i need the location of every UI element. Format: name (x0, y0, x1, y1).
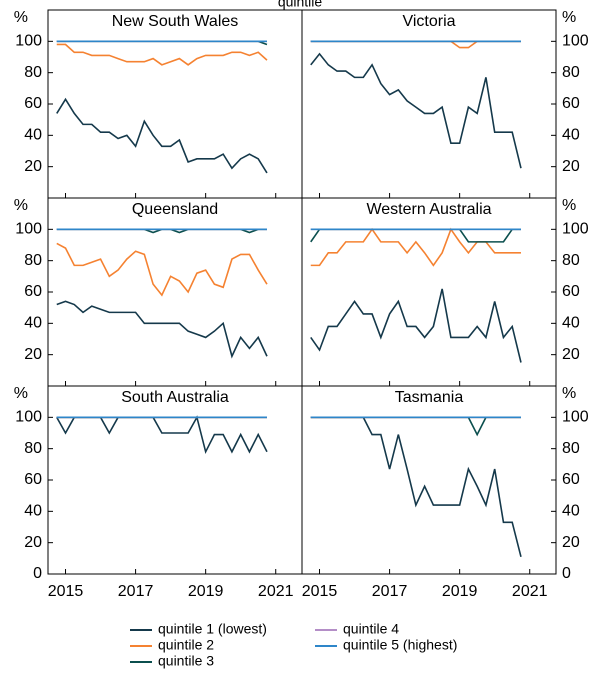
y-tick-label: 80 (562, 440, 580, 457)
x-tick-label: 2021 (512, 583, 548, 600)
y-tick-label: 40 (24, 315, 42, 332)
y-tick-label: 40 (24, 503, 42, 520)
legend-label: quintile 1 (lowest) (158, 621, 267, 637)
y-tick-label: 20 (562, 534, 580, 551)
series-line (56, 300, 268, 359)
y-tick-label: 20 (24, 158, 42, 175)
y-tick-label: 60 (562, 283, 580, 300)
panel-title: Western Australia (366, 201, 491, 218)
series-line (310, 52, 522, 169)
y-tick-label: 60 (562, 95, 580, 112)
y-tick-label: 0 (562, 565, 571, 582)
y-tick-label: 100 (15, 221, 42, 238)
legend-label: quintile 3 (158, 653, 214, 669)
y-tick-label: 40 (562, 127, 580, 144)
series-line (56, 242, 268, 297)
series-line (310, 228, 521, 243)
y-tick-label: 20 (24, 534, 42, 551)
panel-frame (47, 197, 303, 387)
y-tick-label: 80 (24, 252, 42, 269)
x-tick-label: 2017 (118, 583, 154, 600)
y-tick-label: 60 (24, 471, 42, 488)
x-tick-label: 2021 (258, 583, 294, 600)
panel-title: Queensland (132, 201, 218, 218)
y-tick-label: 40 (562, 315, 580, 332)
panel-title: New South Wales (112, 13, 239, 30)
panel-frame (301, 9, 557, 199)
y-axis-label: % (14, 9, 28, 26)
panel-title: Victoria (402, 13, 455, 30)
y-tick-label: 100 (562, 33, 589, 50)
series-line (310, 416, 521, 437)
panel-title: Tasmania (395, 389, 464, 406)
x-tick-label: 2017 (372, 583, 408, 600)
y-tick-label: 40 (562, 503, 580, 520)
y-tick-label: 100 (562, 221, 589, 238)
series-line (56, 43, 268, 66)
panel-frame (47, 9, 303, 199)
y-axis-label: % (14, 385, 28, 402)
y-tick-label: 60 (24, 283, 42, 300)
y-tick-label: 100 (562, 409, 589, 426)
series-line (310, 227, 521, 267)
series-line (310, 288, 522, 363)
panel-title: South Australia (121, 389, 229, 406)
y-tick-label: 20 (562, 346, 580, 363)
series-line (56, 97, 268, 174)
y-tick-label: 60 (562, 471, 580, 488)
y-tick-label: 80 (24, 64, 42, 81)
legend-label: quintile 4 (343, 621, 399, 637)
x-tick-label: 2015 (302, 583, 338, 600)
legend-label: quintile 5 (highest) (343, 637, 457, 653)
y-tick-label: 80 (24, 440, 42, 457)
panel-frame (301, 197, 557, 387)
y-tick-label: 0 (33, 565, 42, 582)
y-tick-label: 40 (24, 127, 42, 144)
y-tick-label: 80 (562, 64, 580, 81)
y-axis-label: % (562, 197, 576, 214)
x-tick-label: 2015 (48, 583, 84, 600)
series-line (310, 40, 521, 49)
series-line (310, 416, 522, 557)
chart-title: quintile (278, 0, 323, 10)
y-tick-label: 20 (562, 158, 580, 175)
x-tick-label: 2019 (442, 583, 478, 600)
panel-frame (47, 385, 303, 575)
y-axis-label: % (562, 385, 576, 402)
x-tick-label: 2019 (188, 583, 224, 600)
y-tick-label: 100 (15, 409, 42, 426)
y-axis-label: % (14, 197, 28, 214)
y-tick-label: 100 (15, 33, 42, 50)
legend-label: quintile 2 (158, 637, 214, 653)
y-tick-label: 80 (562, 252, 580, 269)
series-line (56, 415, 268, 455)
y-tick-label: 20 (24, 346, 42, 363)
y-axis-label: % (562, 9, 576, 26)
y-tick-label: 60 (24, 95, 42, 112)
